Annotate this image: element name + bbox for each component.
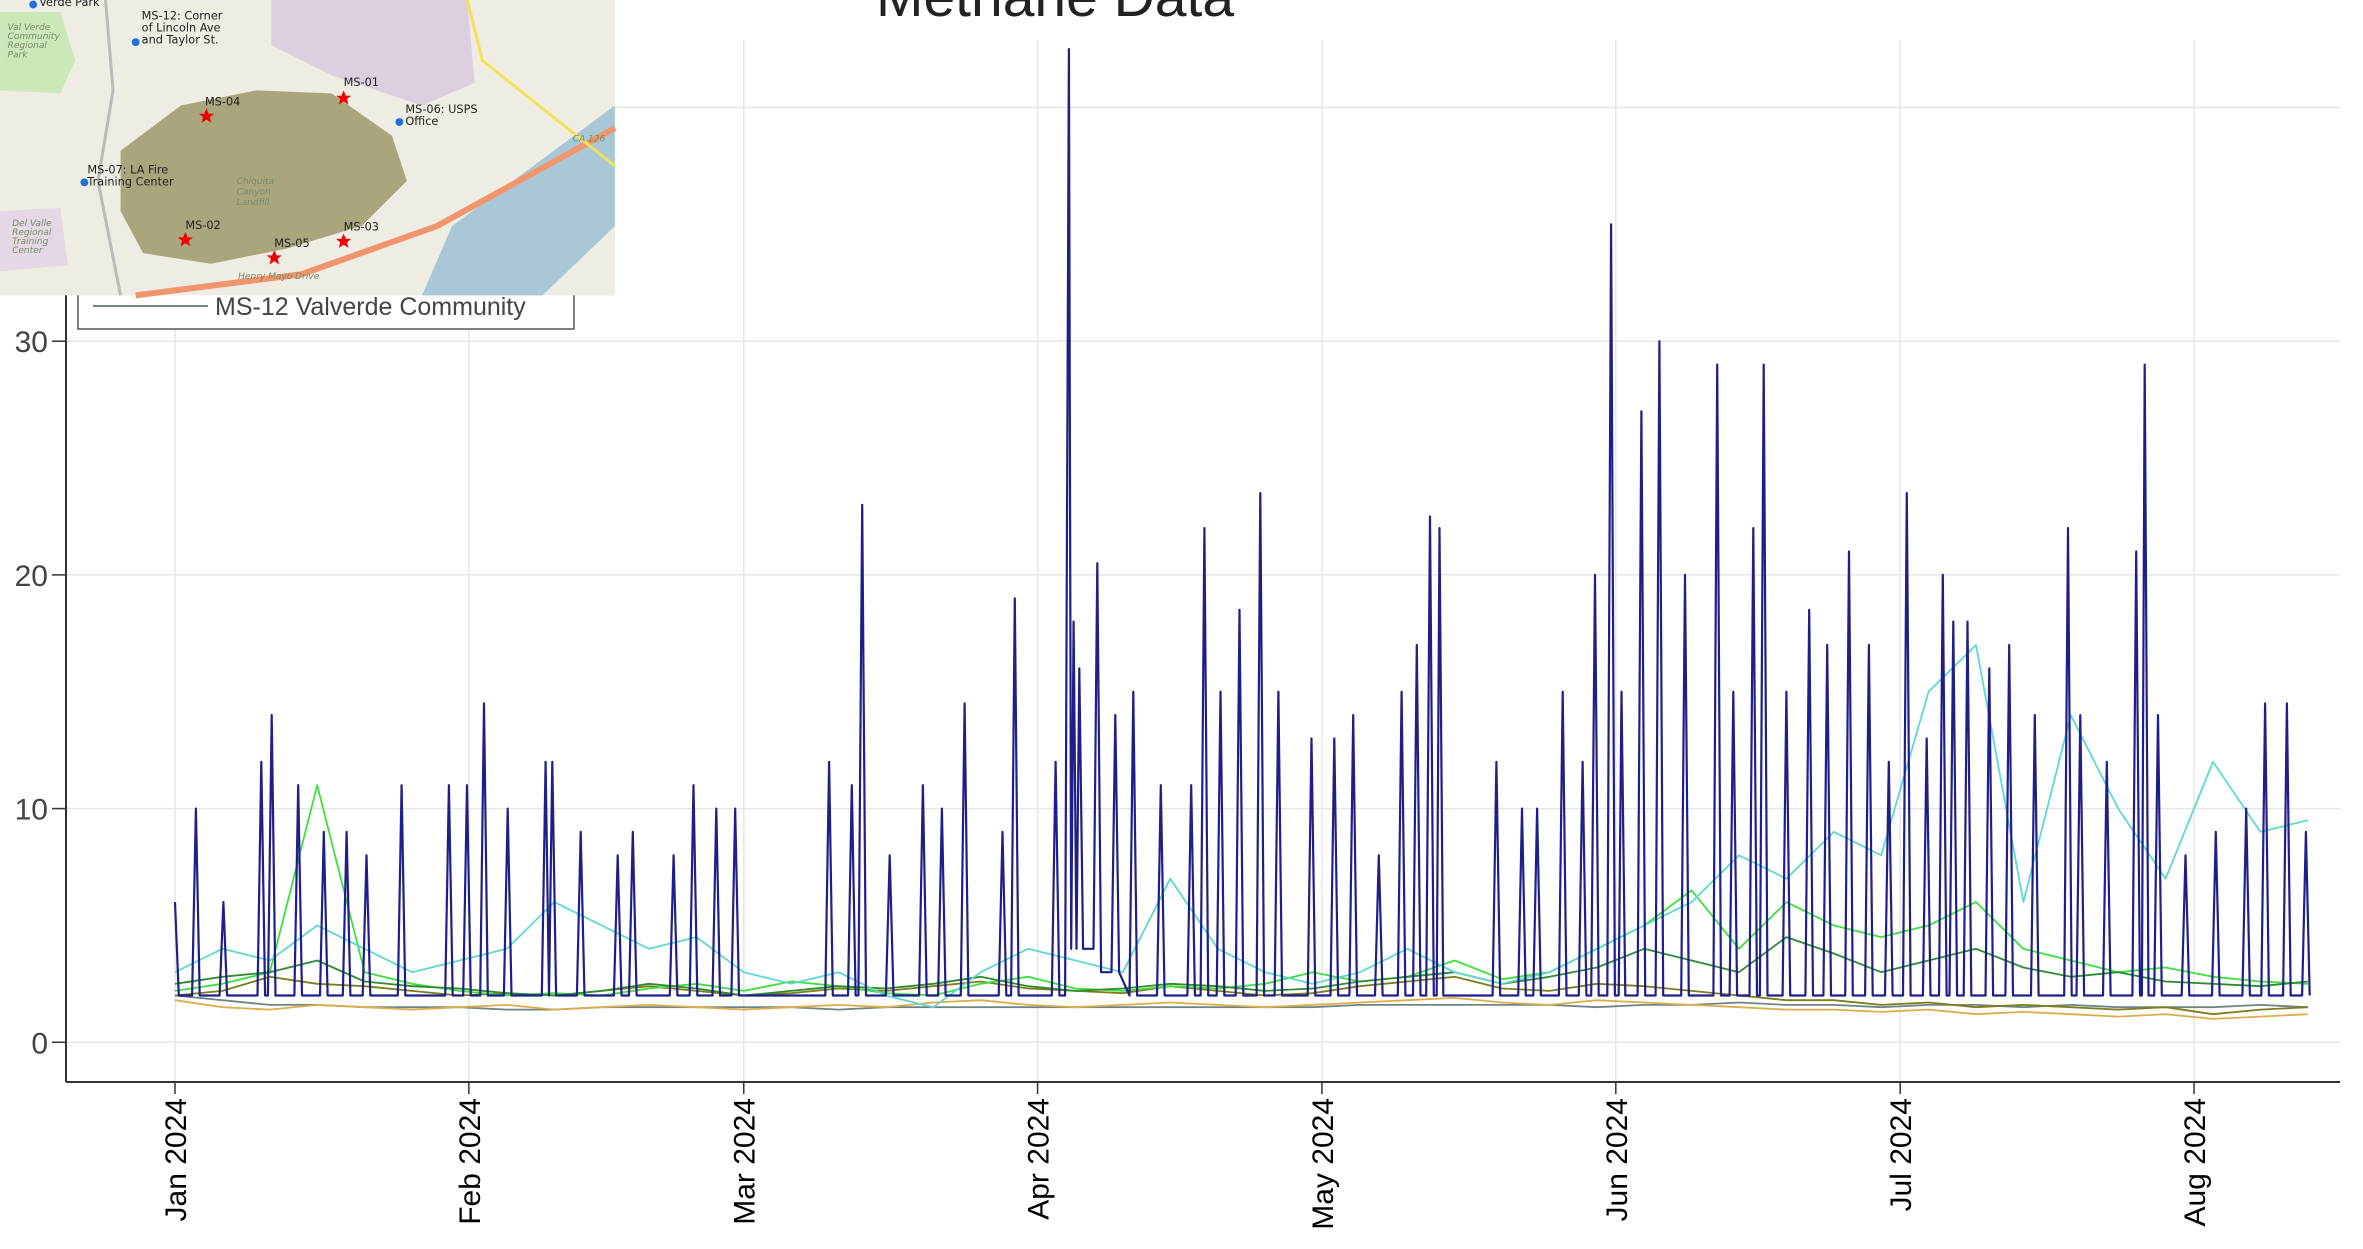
road <box>465 0 616 167</box>
map-label: of Lincoln Ave <box>142 22 221 35</box>
x-tick-label: Jan 2024 <box>160 1098 193 1221</box>
y-tick-label: 10 <box>15 794 48 827</box>
map-label: MS-04 <box>205 95 240 108</box>
station-pin <box>395 118 404 126</box>
map-label: MS-01 <box>344 76 379 89</box>
y-tick-label: 20 <box>15 560 48 593</box>
landfill-area <box>120 90 407 264</box>
urban-area <box>271 0 475 106</box>
map-label: Henry Mayo Drive <box>238 272 320 282</box>
station-star <box>336 233 352 248</box>
x-tick-label: Apr 2024 <box>1023 1098 1056 1220</box>
chart-title: Methane Data <box>876 0 1234 29</box>
map-label: Training <box>12 237 49 247</box>
station-star <box>177 232 193 247</box>
series-line <box>174 997 2308 1020</box>
map-label: Del Valle <box>12 219 52 229</box>
highway <box>135 125 617 299</box>
x-tick-label: Jul 2024 <box>1885 1098 1918 1211</box>
station-pins <box>29 0 404 187</box>
map-label: MS-12: Corner <box>142 10 223 23</box>
y-tick-label: 30 <box>15 326 48 359</box>
map-label: MS-03 <box>344 221 379 234</box>
map-label: MS-05 <box>274 237 309 250</box>
road <box>96 0 123 296</box>
x-tick-label: Aug 2024 <box>2179 1098 2212 1226</box>
map-label: MS-02 <box>185 219 220 232</box>
map-label: MS-07: LA Fire <box>87 163 168 176</box>
training-area <box>0 207 68 272</box>
park-area <box>0 12 76 94</box>
map-label: Regional <box>8 41 48 51</box>
series-line <box>173 48 2311 997</box>
legend-label: MS-12 Valverde Community <box>215 293 526 321</box>
x-tick-label: Feb 2024 <box>454 1098 487 1225</box>
x-tick-label: Jun 2024 <box>1601 1098 1634 1221</box>
map-label: and Taylor St. <box>142 34 219 47</box>
station-pin <box>131 38 140 47</box>
station-pin <box>29 0 38 9</box>
x-tick-label: May 2024 <box>1307 1098 1340 1230</box>
x-tick-label: Mar 2024 <box>729 1098 762 1225</box>
map-label: Office <box>405 115 438 128</box>
station-stars <box>177 90 352 265</box>
map-label: Regional <box>12 228 52 238</box>
map-label: Park <box>8 50 29 60</box>
map-label: Val Verde <box>8 23 51 33</box>
map-label: CA 126 <box>573 135 606 145</box>
map-label: Landfill <box>237 198 270 208</box>
map-label: Training Center <box>86 175 174 188</box>
series-line <box>174 936 2308 997</box>
map-label: Center <box>12 246 44 256</box>
map-label: Verde Park <box>39 0 100 9</box>
station-star <box>198 108 215 123</box>
station-pin <box>80 178 89 187</box>
map-label: Canyon <box>237 187 271 197</box>
station-star <box>336 90 352 105</box>
map-label: Chiquita <box>237 177 275 187</box>
map-label: MS-06: USPS <box>405 103 477 116</box>
map-label: Community <box>8 32 61 42</box>
y-tick-label: 0 <box>31 1027 48 1060</box>
plot-area <box>173 48 2311 1020</box>
station-star <box>266 250 282 265</box>
